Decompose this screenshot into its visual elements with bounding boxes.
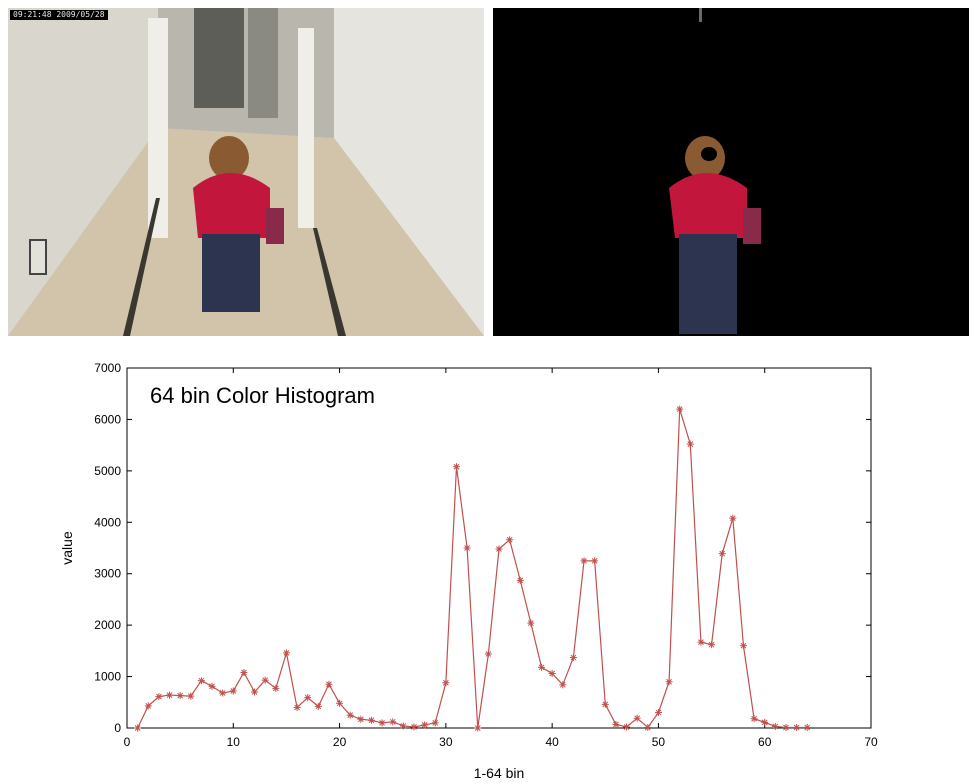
data-point bbox=[261, 676, 269, 684]
data-point bbox=[357, 715, 365, 723]
data-point bbox=[559, 681, 567, 689]
y-tick-label: 3000 bbox=[94, 567, 121, 581]
segmented-person bbox=[669, 8, 761, 334]
data-point bbox=[654, 709, 662, 717]
data-point bbox=[144, 702, 152, 710]
data-point bbox=[346, 711, 354, 719]
data-point bbox=[761, 718, 769, 726]
y-tick-label: 2000 bbox=[94, 618, 121, 632]
data-point bbox=[506, 536, 514, 544]
data-point bbox=[251, 688, 259, 696]
data-point bbox=[293, 703, 301, 711]
data-point bbox=[729, 514, 737, 522]
series-markers bbox=[134, 405, 811, 732]
y-axis: 0 1000 2000 3000 4000 5000 6000 7000 bbox=[94, 361, 871, 735]
data-point bbox=[325, 680, 333, 688]
corridor-scene bbox=[8, 8, 484, 336]
data-point bbox=[166, 691, 174, 699]
data-point bbox=[538, 663, 546, 671]
data-point bbox=[527, 619, 535, 627]
data-point bbox=[421, 721, 429, 729]
data-point bbox=[399, 722, 407, 730]
data-point bbox=[240, 668, 248, 676]
y-axis-label: value bbox=[59, 531, 75, 565]
data-point bbox=[282, 649, 290, 657]
x-axis: 0 10 20 30 40 50 60 70 bbox=[124, 368, 878, 749]
data-point bbox=[697, 638, 705, 646]
data-point bbox=[134, 724, 142, 732]
data-point bbox=[431, 719, 439, 727]
chart-title: 64 bin Color Histogram bbox=[150, 383, 375, 408]
data-point bbox=[739, 642, 747, 650]
camera-timestamp: 09:21:48 2009/05/28 bbox=[10, 10, 108, 20]
data-point bbox=[686, 440, 694, 448]
x-tick-label: 10 bbox=[227, 735, 241, 749]
data-point bbox=[644, 723, 652, 731]
data-point bbox=[197, 677, 205, 685]
data-point bbox=[474, 724, 482, 732]
camera-frame-segmented bbox=[493, 8, 969, 336]
data-point bbox=[612, 720, 620, 728]
data-point bbox=[676, 405, 684, 413]
data-point bbox=[155, 693, 163, 701]
data-point bbox=[516, 576, 524, 584]
data-point bbox=[750, 715, 758, 723]
data-point bbox=[452, 463, 460, 471]
data-point bbox=[389, 718, 397, 726]
data-point bbox=[367, 716, 375, 724]
data-point bbox=[548, 669, 556, 677]
x-tick-label: 50 bbox=[652, 735, 666, 749]
data-point bbox=[484, 650, 492, 658]
data-point bbox=[304, 694, 312, 702]
data-point bbox=[793, 723, 801, 731]
x-tick-label: 30 bbox=[439, 735, 453, 749]
data-point bbox=[314, 702, 322, 710]
data-point bbox=[665, 678, 673, 686]
data-point bbox=[601, 700, 609, 708]
y-tick-label: 5000 bbox=[94, 464, 121, 478]
data-point bbox=[708, 641, 716, 649]
data-point bbox=[623, 723, 631, 731]
y-tick-label: 6000 bbox=[94, 412, 121, 426]
data-point bbox=[442, 679, 450, 687]
data-point bbox=[569, 654, 577, 662]
data-point bbox=[718, 550, 726, 558]
x-tick-label: 40 bbox=[545, 735, 559, 749]
data-point bbox=[771, 722, 779, 730]
data-point bbox=[272, 684, 280, 692]
data-point bbox=[803, 723, 811, 731]
data-point bbox=[219, 689, 227, 697]
x-tick-label: 70 bbox=[864, 735, 878, 749]
data-point bbox=[463, 544, 471, 552]
data-point bbox=[208, 682, 216, 690]
data-point bbox=[782, 723, 790, 731]
y-tick-label: 4000 bbox=[94, 515, 121, 529]
data-point bbox=[495, 545, 503, 553]
series-line bbox=[137, 408, 808, 729]
y-tick-label: 0 bbox=[114, 721, 121, 735]
data-point bbox=[410, 723, 418, 731]
x-tick-label: 20 bbox=[333, 735, 347, 749]
y-tick-label: 7000 bbox=[94, 361, 121, 375]
data-point bbox=[378, 719, 386, 727]
histogram-chart: 0 1000 2000 3000 4000 5000 6000 7000 0 10 20 30 40 5… bbox=[59, 361, 878, 781]
y-tick-label: 1000 bbox=[94, 670, 121, 684]
x-axis-label: 1-64 bin bbox=[474, 765, 525, 781]
data-point bbox=[633, 714, 641, 722]
x-tick-label: 0 bbox=[124, 735, 131, 749]
data-point bbox=[580, 557, 588, 565]
data-point bbox=[176, 692, 184, 700]
data-point bbox=[229, 687, 237, 695]
data-point bbox=[336, 699, 344, 707]
data-point bbox=[187, 692, 195, 700]
camera-frame-original: 09:21:48 2009/05/28 bbox=[8, 8, 484, 336]
x-tick-label: 60 bbox=[758, 735, 772, 749]
data-point bbox=[591, 557, 599, 565]
